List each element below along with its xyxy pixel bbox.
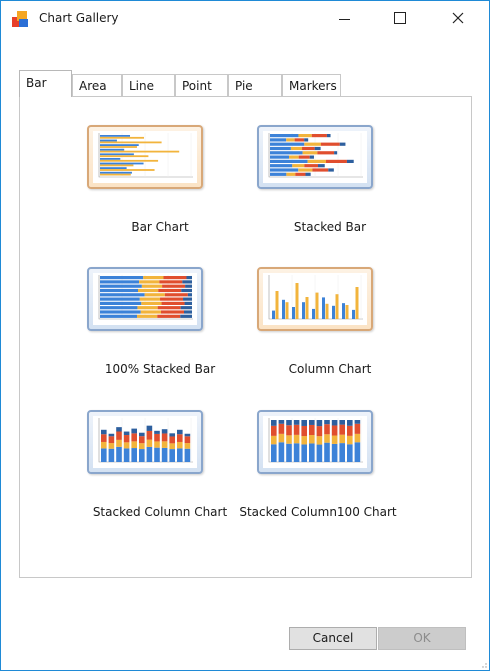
app-logo-icon (12, 11, 30, 29)
gallery-item-stacked-bar[interactable]: Stacked Bar (240, 125, 420, 237)
title-bar[interactable]: Chart Gallery (1, 1, 489, 37)
tab-bar[interactable]: Bar (19, 70, 72, 97)
stacked-column-chart-label: Stacked Column Chart (92, 505, 228, 519)
window-title: Chart Gallery (39, 11, 119, 25)
tab-markers[interactable]: Markers (282, 74, 341, 96)
close-icon (452, 12, 464, 24)
ok-button[interactable]: OK (378, 627, 466, 650)
stackbar-preview-graphic (263, 131, 367, 183)
bar-chart-label: Bar Chart (131, 220, 189, 234)
stackcol-preview-graphic (93, 416, 197, 468)
gallery-item-stacked-column100-chart[interactable]: Stacked Column100 Chart (228, 410, 408, 522)
resize-grip-icon[interactable] (481, 662, 487, 668)
column-chart-thumbnail (257, 267, 373, 331)
gallery-item-100-stacked-bar[interactable]: 100% Stacked Bar (70, 267, 250, 379)
tab-line[interactable]: Line (122, 74, 175, 96)
tab-area[interactable]: Area (72, 74, 122, 96)
stacked-bar-thumbnail (257, 125, 373, 189)
100-stacked-bar-label: 100% Stacked Bar (104, 362, 216, 376)
gallery-item-bar-chart[interactable]: Bar Chart (70, 125, 250, 237)
bar-chart-thumbnail (87, 125, 203, 189)
close-button[interactable] (435, 1, 481, 35)
stacked-column100-chart-thumbnail (257, 410, 373, 474)
cancel-button[interactable]: Cancel (289, 627, 377, 650)
stacked-column-chart-thumbnail (87, 410, 203, 474)
minimize-button[interactable] (321, 1, 367, 35)
stacked-bar-label: Stacked Bar (293, 220, 367, 234)
column-chart-label: Column Chart (288, 362, 372, 376)
column-preview-graphic (263, 273, 367, 325)
gallery-panel: Bar Chart Stacked Bar 100% Stacked Bar C… (19, 96, 472, 578)
stackcol100-preview-graphic (263, 416, 367, 468)
minimize-icon (338, 18, 350, 20)
bar-preview-graphic (93, 131, 197, 183)
stacked-column100-chart-label: Stacked Column100 Chart (239, 505, 397, 519)
tab-pie[interactable]: Pie (228, 74, 282, 96)
100-stacked-bar-thumbnail (87, 267, 203, 331)
gallery-item-column-chart[interactable]: Column Chart (240, 267, 420, 379)
stackbar100-preview-graphic (93, 273, 197, 325)
gallery-item-stacked-column-chart[interactable]: Stacked Column Chart (70, 410, 250, 522)
maximize-icon (394, 12, 406, 24)
tab-point[interactable]: Point (175, 74, 228, 96)
maximize-button[interactable] (377, 1, 423, 35)
